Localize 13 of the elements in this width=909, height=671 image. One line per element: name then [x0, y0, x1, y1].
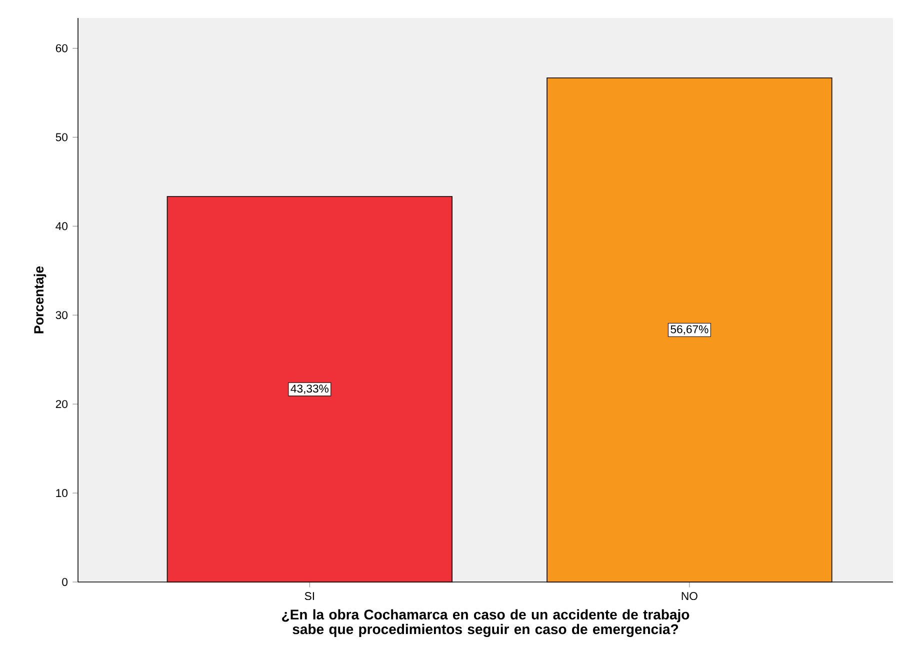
- y-tick-label: 20: [56, 400, 68, 408]
- data-label: 56,67%: [670, 325, 708, 335]
- x-axis-title: ¿En la obra Cochamarca en caso de un accidente de trabajo sabe que procedimientos seguir en caso de emergencia?: [282, 609, 690, 638]
- data-label: 43,33%: [290, 384, 328, 394]
- y-tick-label: 10: [56, 489, 68, 498]
- x-tick-label: SI: [304, 592, 314, 600]
- y-axis-title: Porcentaje: [34, 266, 46, 334]
- y-tick-label: 30: [56, 311, 68, 320]
- y-tick-label: 50: [56, 133, 68, 142]
- y-tick-label: 0: [62, 578, 68, 586]
- x-tick-label: NO: [682, 592, 698, 600]
- y-tick-label: 60: [56, 44, 68, 52]
- y-tick-label: 40: [56, 222, 68, 230]
